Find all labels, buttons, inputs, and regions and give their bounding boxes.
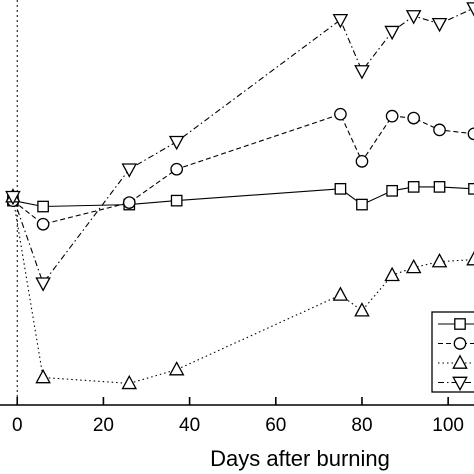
- series-4-point-9: [431, 17, 448, 33]
- legend-marker-4: [452, 376, 468, 392]
- x-tick-label-100: 100: [432, 415, 464, 436]
- series-1-line: [12, 186, 474, 208]
- series-1-point-7: [386, 184, 398, 197]
- series-4-line: [12, 7, 474, 285]
- series-1-point-6: [356, 198, 368, 211]
- series-3-point-6: [354, 302, 370, 317]
- legend-marker-2: [453, 337, 467, 350]
- series-4-point-10: [466, 2, 474, 17]
- legend: [431, 311, 474, 393]
- series-2-point-4: [170, 162, 184, 176]
- series-2-line: [12, 113, 474, 225]
- series-4-point-4: [168, 135, 185, 151]
- series-1-point-10: [468, 182, 474, 195]
- series-4-point-1: [5, 190, 21, 206]
- series-1: [7, 181, 474, 213]
- series-3-line: [12, 196, 474, 384]
- series-2-point-3: [122, 196, 136, 209]
- x-tick-label-0: 0: [12, 415, 23, 436]
- series-3-point-9: [431, 252, 448, 268]
- series-2-point-6: [355, 154, 369, 168]
- series-3-point-7: [384, 266, 400, 282]
- x-tick-label-20: 20: [93, 415, 114, 436]
- legend-marker-3: [452, 354, 468, 369]
- series-2-point-8: [407, 111, 421, 125]
- series-4-point-8: [405, 10, 422, 25]
- series-4-point-6: [354, 65, 370, 80]
- series-3-point-8: [405, 258, 422, 274]
- series-3-point-4: [168, 361, 185, 376]
- series-4-point-3: [121, 163, 138, 178]
- legend-box: [431, 311, 474, 393]
- series-2-point-9: [433, 123, 446, 137]
- series-2-point-5: [334, 107, 347, 121]
- plot-area: [5, 0, 474, 405]
- x-tick-label-60: 60: [265, 415, 286, 436]
- series-4: [5, 2, 474, 292]
- series-3-point-2: [35, 368, 51, 384]
- series-2-point-10: [467, 127, 474, 141]
- series-1-point-5: [334, 182, 347, 195]
- series-3-point-10: [466, 251, 474, 266]
- series-2-point-7: [385, 109, 399, 123]
- series-1-point-4: [170, 194, 183, 207]
- series-3-point-5: [332, 286, 349, 301]
- series-4-point-7: [384, 25, 400, 41]
- legend-marker-1: [454, 318, 466, 330]
- series-2: [6, 107, 474, 231]
- series-4-point-2: [35, 277, 51, 292]
- series-4-point-5: [332, 14, 349, 29]
- x-tick-label-40: 40: [179, 415, 200, 436]
- x-axis-title: Days after burning: [210, 446, 390, 471]
- series-2-point-2: [36, 217, 50, 231]
- x-tick-label-80: 80: [351, 415, 372, 436]
- series-1-point-2: [37, 200, 49, 213]
- series-layer: [5, 2, 474, 390]
- series-1-point-9: [433, 181, 446, 193]
- series-3-point-3: [121, 374, 138, 390]
- x-axis-ticks: 0 20 40 60 80 100: [12, 397, 464, 436]
- series-1-point-8: [407, 181, 420, 193]
- series-3: [5, 188, 474, 390]
